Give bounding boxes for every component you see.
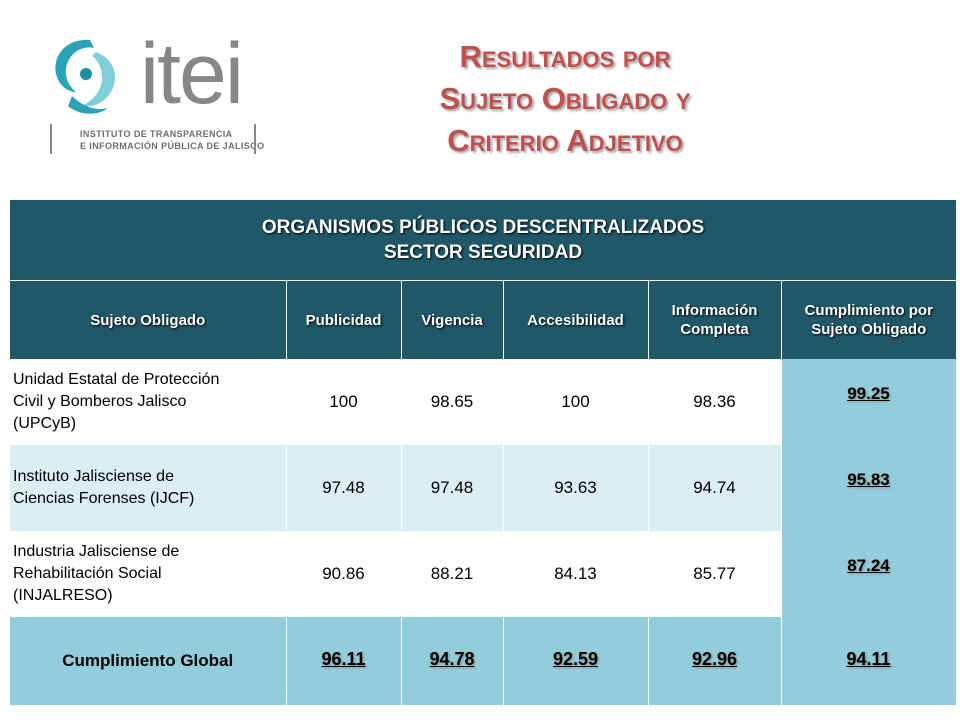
table-row: Unidad Estatal de Protección Civil y Bom…: [10, 359, 957, 445]
row-name-line1: Industria Jalisciense de: [13, 543, 180, 560]
row-name-line2: Civil y Bomberos Jalisco: [13, 393, 187, 410]
header-cumplimiento-line1: Cumplimiento por: [804, 302, 933, 319]
logo-subtitle-line2: E INFORMACIÓN PÚBLICA DE JALISCO: [80, 141, 265, 151]
cell-publicidad: 100: [286, 359, 402, 445]
row-name-line2: Ciencias Forenses (IJCF): [13, 490, 195, 507]
page-title: Resultados por Sujeto Obligado y Criteri…: [330, 36, 800, 162]
header-informacion-line2: Completa: [680, 321, 749, 338]
global-publicidad: 96.11: [286, 617, 402, 705]
row-name-line2: Rehabilitación Social: [13, 565, 162, 582]
cell-accesibilidad: 100: [503, 359, 649, 445]
banner-line1: ORGANISMOS PÚBLICOS DESCENTRALIZADOS: [261, 217, 705, 238]
table-row: Industria Jalisciense de Rehabilitación …: [10, 531, 957, 617]
row-name-line1: Instituto Jalisciense de: [13, 468, 174, 485]
table-row: Instituto Jalisciense de Ciencias Forens…: [10, 445, 957, 531]
cell-vigencia: 98.65: [401, 359, 504, 445]
header-sujeto-obligado: Sujeto Obligado: [10, 280, 287, 359]
global-label: Cumplimiento Global: [10, 617, 287, 705]
cell-accesibilidad: 93.63: [503, 445, 649, 531]
title-line1: Resultados por: [459, 39, 671, 74]
title-line3: Criterio Adjetivo: [447, 123, 683, 158]
cell-accesibilidad: 84.13: [503, 531, 649, 617]
row-name-line3: (INJALRESO): [13, 587, 113, 604]
itei-wordmark: itei: [140, 26, 244, 122]
logo-subtitle-line1: INSTITUTO DE TRANSPARENCIA: [80, 129, 233, 139]
logo-subtitle: INSTITUTO DE TRANSPARENCIA E INFORMACIÓN…: [80, 128, 264, 152]
title-line2: Sujeto Obligado y: [439, 81, 691, 116]
column-header-row: Sujeto Obligado Publicidad Vigencia Acce…: [10, 280, 956, 359]
results-table: ORGANISMOS PÚBLICOS DESCENTRALIZADOS SEC…: [10, 200, 957, 705]
banner-line2: SECTOR SEGURIDAD: [383, 242, 583, 263]
row-name: Industria Jalisciense de Rehabilitación …: [10, 531, 287, 617]
table-banner: ORGANISMOS PÚBLICOS DESCENTRALIZADOS SEC…: [10, 200, 956, 281]
header-informacion-line1: Información: [671, 302, 758, 319]
header-informacion-completa: Información Completa: [648, 280, 782, 359]
itei-swirl-icon: [55, 39, 116, 114]
cell-vigencia: 97.48: [401, 445, 504, 531]
row-name-line3: (UPCyB): [13, 415, 77, 432]
row-name: Unidad Estatal de Protección Civil y Bom…: [10, 359, 287, 445]
logo-divider-right: [254, 124, 256, 154]
header-accesibilidad: Accesibilidad: [503, 280, 649, 359]
header-cumplimiento: Cumplimiento por Sujeto Obligado: [781, 280, 956, 359]
global-cumplimiento: 94.11: [781, 617, 957, 705]
cell-informacion: 94.74: [648, 445, 782, 531]
global-vigencia: 94.78: [401, 617, 504, 705]
row-name-line1: Unidad Estatal de Protección: [13, 371, 220, 388]
cell-cumplimiento: 95.83: [781, 445, 957, 531]
cell-cumplimiento: 99.25: [781, 359, 957, 445]
header-cumplimiento-line2: Sujeto Obligado: [811, 321, 927, 338]
row-name: Instituto Jalisciense de Ciencias Forens…: [10, 445, 287, 531]
cell-informacion: 85.77: [648, 531, 782, 617]
logo-divider-left: [50, 124, 52, 154]
header-publicidad: Publicidad: [286, 280, 402, 359]
cell-publicidad: 97.48: [286, 445, 402, 531]
global-accesibilidad: 92.59: [503, 617, 649, 705]
global-informacion: 92.96: [648, 617, 782, 705]
cell-informacion: 98.36: [648, 359, 782, 445]
header-vigencia: Vigencia: [401, 280, 504, 359]
cell-cumplimiento: 87.24: [781, 531, 957, 617]
cell-vigencia: 88.21: [401, 531, 504, 617]
cell-publicidad: 90.86: [286, 531, 402, 617]
global-row: Cumplimiento Global 96.11 94.78 92.59 92…: [10, 617, 957, 705]
itei-logo: itei INSTITUTO DE TRANSPARENCIA E INFORM…: [40, 28, 280, 168]
